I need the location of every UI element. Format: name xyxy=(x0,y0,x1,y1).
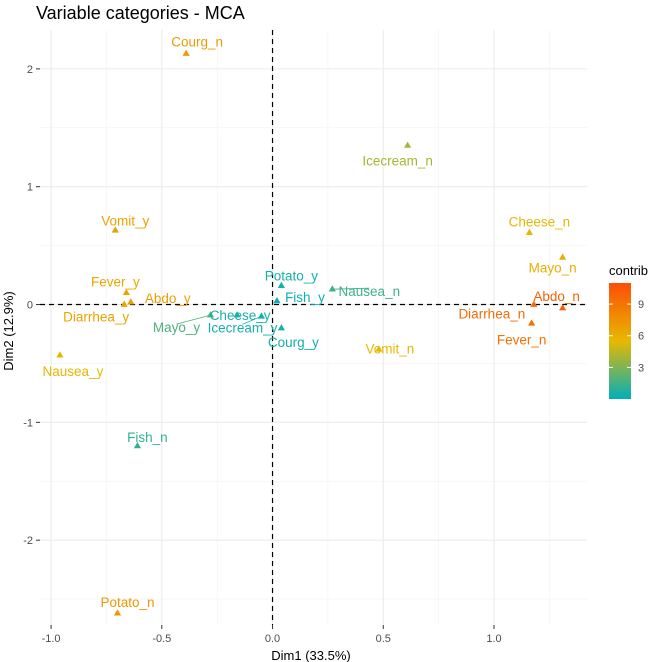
label-potato-n: Potato_n xyxy=(100,595,154,610)
legend-colorbar xyxy=(609,283,631,399)
point-abdo-n xyxy=(559,304,567,311)
x-axis-title: Dim1 (33.5%) xyxy=(271,648,350,662)
label-fever-y: Fever_y xyxy=(91,275,140,290)
legend-tick-label: 6 xyxy=(638,331,644,343)
point-fever-n xyxy=(528,319,536,326)
reference-lines xyxy=(40,30,587,625)
label-icecream-n: Icecream_n xyxy=(362,153,433,168)
leader-line-mayo-y xyxy=(176,314,211,325)
y-axis-title: Dim2 (12.9%) xyxy=(1,291,16,370)
point-courg-y xyxy=(277,324,285,331)
data-points xyxy=(56,49,567,616)
point-fever-y xyxy=(122,288,130,296)
point-fish-n xyxy=(133,441,142,449)
point-courg-n xyxy=(182,49,190,56)
y-tick-label: -1 xyxy=(23,417,33,429)
y-axis: -2 -1 0 1 2 xyxy=(23,64,40,547)
leader-line-icecream-y xyxy=(242,315,262,325)
label-nausea-n: Nausea_n xyxy=(339,284,401,299)
point-potato-n xyxy=(113,609,122,616)
x-tick-label: -1.0 xyxy=(42,633,61,645)
point-cheese-y xyxy=(233,311,241,318)
label-courg-n: Courg_n xyxy=(171,35,223,50)
point-nausea-y xyxy=(56,351,64,358)
label-vomit-y: Vomit_y xyxy=(101,213,149,228)
plot-panel xyxy=(40,30,587,625)
legend: contrib 3 6 9 xyxy=(609,263,648,399)
y-tick-label: 2 xyxy=(27,64,33,76)
label-fish-n: Fish_n xyxy=(127,430,168,445)
point-vomit-y xyxy=(111,226,119,233)
point-potato-y xyxy=(277,281,285,288)
point-icecream-n xyxy=(404,141,412,148)
point-diarrhea-n xyxy=(530,300,538,307)
x-axis: -1.0 -0.5 0.0 0.5 1.0 xyxy=(42,625,502,645)
label-diarrhea-n: Diarrhea_n xyxy=(458,307,525,322)
legend-tick-label: 9 xyxy=(638,299,644,311)
label-diarrhea-y: Diarrhea_y xyxy=(63,310,129,325)
label-nausea-y: Nausea_y xyxy=(43,364,104,379)
label-courg-y: Courg_y xyxy=(268,335,319,350)
point-nausea-n xyxy=(328,285,336,292)
label-mayo-y: Mayo_y xyxy=(153,320,201,335)
point-vomit-n xyxy=(375,345,383,352)
point-labels: Courg_n Icecream_n Vomit_y Cheese_n Mayo_n Po… xyxy=(43,35,580,611)
x-tick-label: 1.0 xyxy=(486,633,501,645)
label-cheese-n: Cheese_n xyxy=(509,215,571,230)
label-vomit-n: Vomit_n xyxy=(365,341,414,356)
label-fish-y: Fish_y xyxy=(285,290,325,305)
point-mayo-n xyxy=(559,253,567,260)
label-icecream-y: Icecream_y xyxy=(208,320,278,335)
legend-tick-label: 3 xyxy=(638,362,644,374)
point-fish-y xyxy=(273,296,281,304)
label-fever-n: Fever_n xyxy=(497,332,547,347)
x-tick-label: -0.5 xyxy=(152,633,171,645)
y-tick-label: -2 xyxy=(23,535,33,547)
chart-title: Variable categories - MCA xyxy=(36,3,245,23)
label-abdo-y: Abdo_y xyxy=(145,291,191,306)
label-abdo-n: Abdo_n xyxy=(533,289,580,304)
y-tick-label: 0 xyxy=(27,300,33,312)
x-tick-label: 0.0 xyxy=(265,633,280,645)
label-potato-y: Potato_y xyxy=(265,269,319,284)
legend-ticks: 3 6 9 xyxy=(609,299,644,374)
legend-title: contrib xyxy=(609,263,648,278)
point-diarrhea-y xyxy=(120,300,128,307)
label-cheese-y: Cheese_y xyxy=(210,308,271,323)
x-tick-label: 0.5 xyxy=(376,633,391,645)
point-abdo-y xyxy=(127,298,135,305)
leader-line-nausea-n xyxy=(332,287,370,290)
label-mayo-n: Mayo_n xyxy=(529,260,577,275)
y-tick-label: 1 xyxy=(27,182,33,194)
point-cheese-n xyxy=(525,228,534,235)
panel-background xyxy=(40,30,587,625)
